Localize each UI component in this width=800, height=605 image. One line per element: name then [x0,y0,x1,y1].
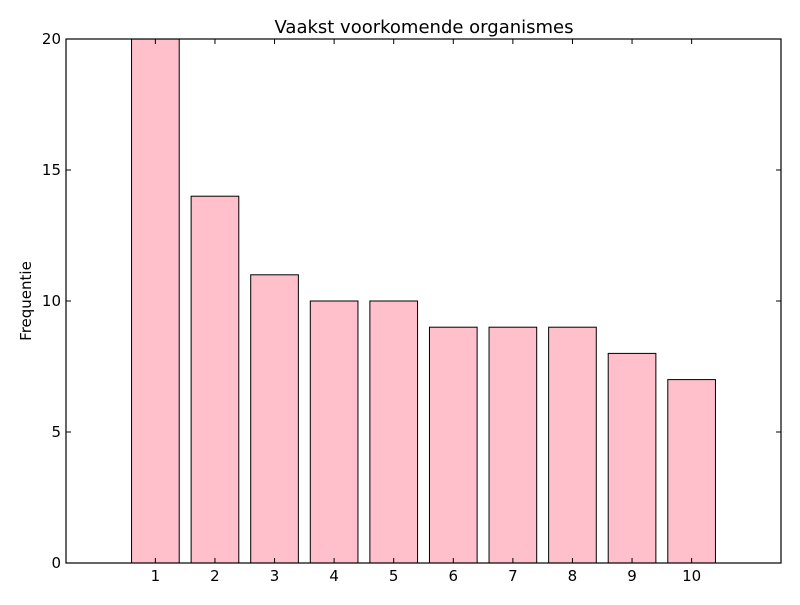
bar-8 [548,326,597,564]
x-tick-label: 10 [682,567,701,585]
x-tick-label: 8 [568,567,578,585]
y-tick-label: 5 [51,423,61,441]
bar-7 [488,326,538,564]
bar-4 [309,300,359,564]
x-tick-label: 5 [389,567,399,585]
bar-6 [428,326,478,564]
y-tick-label: 0 [51,554,61,572]
x-tick-label: 7 [508,567,518,585]
x-tick-label: 2 [210,567,220,585]
chart-title: Vaakst voorkomende organismes [275,17,574,38]
y-axis-label: Frequentie [17,261,35,341]
bar-3 [250,274,299,564]
plot-frame [65,38,782,564]
x-tick-label: 1 [151,567,161,585]
bar-1 [131,38,180,564]
y-tick-label: 20 [42,30,61,48]
x-tick-label: 3 [270,567,280,585]
bar-2 [190,195,240,564]
bar-5 [369,300,419,564]
bars-layer [131,38,716,564]
bar-9 [607,352,657,564]
bar-10 [667,379,716,564]
x-tick-label: 9 [627,567,637,585]
y-tick-label: 15 [42,161,61,179]
x-tick-label: 4 [329,567,339,585]
y-tick-label: 10 [42,292,61,310]
ticks-layer: 1 2 3 4 5 6 7 8 9 10 0 5 10 15 20 [42,30,781,585]
x-tick-label: 6 [449,567,459,585]
